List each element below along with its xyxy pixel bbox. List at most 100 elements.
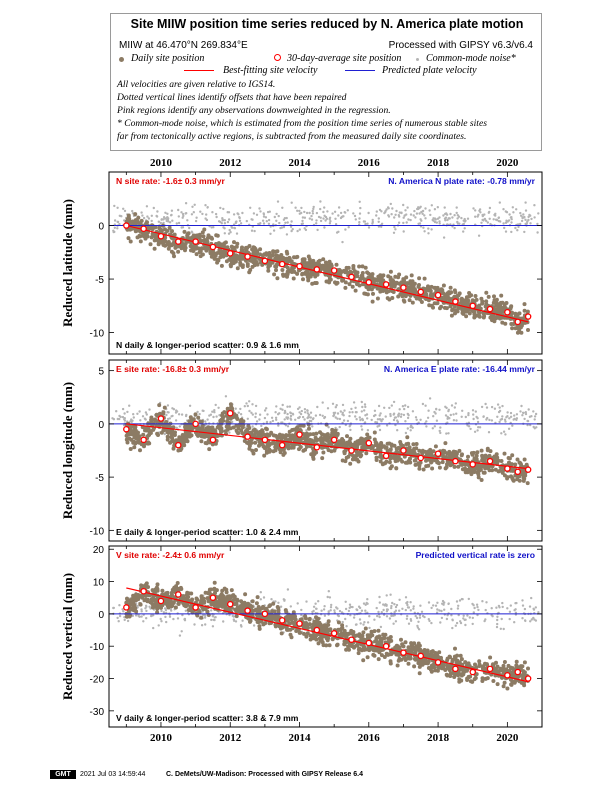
average-point — [486, 665, 494, 673]
plate-rate-east: N. America E plate rate: -16.44 mm/yr — [384, 364, 536, 374]
gmt-logo: GMT — [50, 770, 76, 779]
y-tick-label: -30 — [90, 707, 105, 718]
chart-title: Site MIIW position time series reduced b… — [130, 17, 524, 31]
legend-best-fit-swatch — [184, 66, 214, 77]
bottom-year-label: 2016 — [358, 732, 381, 744]
average-point — [524, 675, 532, 682]
average-point — [209, 594, 217, 601]
average-point — [244, 253, 251, 260]
y-tick-label: 0 — [98, 420, 104, 431]
y-tick-label: 20 — [93, 545, 105, 556]
y-tick-label: -5 — [95, 473, 104, 484]
legend-note-4: * Common-mode noise, which is estimated … — [117, 118, 487, 129]
average-point — [504, 672, 511, 679]
average-point — [175, 591, 182, 598]
legend-average-label: 30-day-average site position — [287, 53, 402, 64]
average-point — [417, 288, 425, 296]
average-point — [365, 439, 373, 447]
average-point — [434, 450, 442, 457]
average-point — [261, 610, 269, 618]
average-point — [157, 597, 165, 605]
average-point — [261, 436, 269, 444]
average-point — [382, 281, 390, 288]
top-year-label: 2018 — [427, 157, 450, 169]
y-tick-label: -20 — [90, 675, 105, 686]
footer-timestamp: 2021 Jul 03 14:59:44 — [80, 771, 146, 778]
bottom-year-label: 2018 — [427, 732, 450, 744]
bottom-year-label: 2010 — [150, 732, 173, 744]
average-point — [244, 433, 251, 440]
average-point — [365, 279, 373, 286]
average-point — [192, 604, 199, 611]
y-axis-label-vertical: Reduced vertical (mm) — [60, 573, 75, 700]
panel-frame — [108, 359, 543, 542]
top-year-label: 2012 — [219, 157, 242, 169]
average-point — [123, 222, 130, 229]
footer-credit: C. DeMets/UW-Madison: Processed with GIP… — [166, 771, 363, 778]
average-point — [504, 465, 511, 472]
y-tick-label: 0 — [98, 610, 104, 621]
average-point — [313, 626, 321, 634]
top-year-label: 2016 — [358, 157, 381, 169]
average-point — [348, 273, 355, 281]
average-point — [348, 636, 355, 643]
legend-common-mode-marker — [416, 55, 419, 66]
average-point — [348, 447, 355, 454]
plot-content — [109, 580, 542, 691]
scatter-text-east: E daily & longer-period scatter: 1.0 & 2… — [116, 527, 299, 537]
y-tick-label: -10 — [90, 642, 105, 653]
bottom-year-label: 2020 — [496, 732, 519, 744]
panel-frame — [108, 171, 543, 355]
average-point — [209, 436, 217, 444]
average-point — [123, 425, 130, 433]
site-rate-east: E site rate: -16.8± 0.3 mm/yr — [116, 364, 230, 374]
average-point — [514, 668, 522, 676]
average-point — [400, 284, 407, 291]
average-point — [365, 639, 373, 647]
legend-note-3: Pink regions identify any observations d… — [117, 105, 391, 116]
y-tick-label: -10 — [90, 526, 105, 537]
legend-note-2: Dotted vertical lines identify offsets t… — [117, 92, 347, 103]
y-axis-label-north: Reduced latitude (mm) — [60, 199, 75, 327]
average-point — [330, 630, 338, 637]
site-rate-north: N site rate: -1.6± 0.3 mm/yr — [116, 176, 226, 186]
average-point — [469, 461, 476, 468]
processing-info: Processed with GIPSY v6.3/v6.4 — [388, 40, 533, 51]
average-point — [330, 267, 338, 274]
average-point — [226, 250, 234, 257]
average-point — [175, 441, 182, 449]
average-point — [313, 444, 321, 451]
legend-note-1: All velocities are given relative to IGS… — [117, 79, 276, 90]
average-point — [278, 260, 286, 268]
average-point — [434, 291, 442, 299]
y-tick-label: 5 — [98, 367, 104, 378]
legend-average-marker — [274, 54, 281, 65]
average-point — [140, 436, 147, 444]
average-point — [261, 257, 269, 265]
average-point — [192, 238, 199, 245]
legend-predicted-label: Predicted plate velocity — [382, 65, 477, 76]
legend-common-mode-label: Common-mode noise* — [426, 53, 516, 64]
top-year-label: 2014 — [289, 157, 312, 169]
average-point — [157, 415, 165, 422]
average-point — [140, 588, 147, 595]
plot-content — [109, 395, 542, 486]
average-point — [244, 607, 251, 614]
legend-daily-marker — [119, 55, 129, 66]
average-point — [296, 620, 303, 627]
daily-positions — [124, 580, 531, 691]
average-point — [524, 313, 532, 320]
average-point — [524, 466, 532, 473]
average-point — [175, 238, 182, 245]
site-rate-vertical: V site rate: -2.4± 0.6 mm/yr — [116, 550, 225, 560]
legend-best-fit-label: Best-fitting site velocity — [223, 65, 318, 76]
top-year-label: 2020 — [496, 157, 519, 169]
average-point — [514, 468, 522, 476]
average-point — [226, 600, 234, 608]
average-point — [469, 302, 476, 310]
scatter-text-vertical: V daily & longer-period scatter: 3.8 & 7… — [116, 713, 299, 723]
average-point — [226, 409, 234, 417]
y-tick-label: -10 — [90, 329, 105, 340]
average-point — [192, 420, 199, 428]
plate-rate-vertical: Predicted vertical rate is zero — [416, 550, 535, 560]
